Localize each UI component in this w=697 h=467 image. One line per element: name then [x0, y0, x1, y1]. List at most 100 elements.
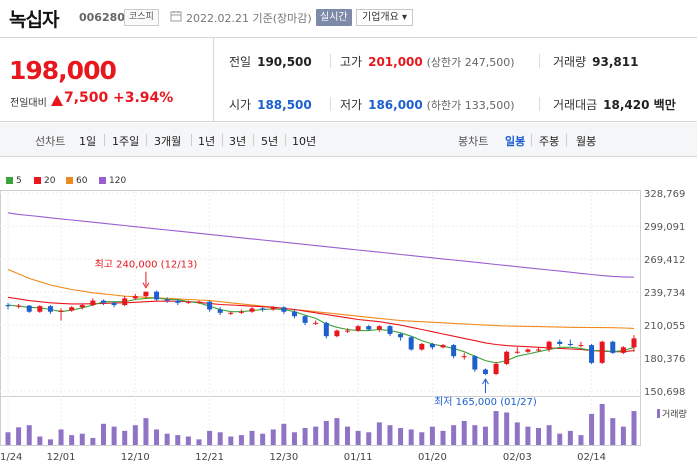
low-annotation: 최저 165,000 (01/27) [434, 396, 537, 408]
divider [285, 134, 286, 146]
candle [482, 369, 488, 374]
candle [26, 305, 32, 312]
legend-ma5: 5 [6, 176, 22, 186]
current-price: 198,000 [9, 56, 117, 85]
volume-bar [90, 437, 96, 445]
tab-daily[interactable]: 일봉 [505, 135, 526, 148]
volume-bar [355, 430, 361, 445]
volume-bar [26, 425, 32, 445]
tab-1day[interactable]: 1일 [79, 135, 97, 148]
volume-value: 93,811 [592, 55, 639, 69]
candle [302, 316, 308, 323]
x-tick-label: 12/30 [269, 452, 298, 463]
volume-bar [302, 428, 308, 445]
low-arrow-head [482, 378, 489, 385]
stock-header: 녹십자 006280 코스피 2022.02.21 기준(장마감) 실시간 기업… [0, 0, 697, 36]
candle [100, 300, 106, 303]
candle [429, 343, 435, 348]
divider [222, 134, 223, 146]
candle [207, 301, 213, 310]
volume: 거래량 93,811 [553, 53, 638, 70]
high-label: 고가 [340, 55, 363, 69]
volume-bar [366, 432, 372, 445]
x-tick-label: 11/24 [0, 452, 22, 463]
stock-name[interactable]: 녹십자 [9, 9, 59, 31]
x-tick-label: 01/20 [418, 452, 447, 463]
tab-5year[interactable]: 5년 [261, 135, 279, 148]
volume-bar [398, 428, 404, 445]
y-tick-label: 269,412 [644, 255, 685, 266]
divider [213, 38, 214, 122]
chart-frame [0, 190, 641, 446]
tab-10year[interactable]: 10년 [292, 135, 317, 148]
high-price: 고가 201,000 (상한가 247,500) [340, 53, 515, 70]
divider [330, 97, 331, 111]
candle [37, 306, 43, 312]
low-value: 186,000 [368, 98, 423, 112]
volume-bar [578, 435, 584, 445]
candle [281, 307, 287, 312]
volume-bar [323, 420, 329, 445]
volume-bar [207, 430, 213, 445]
candle [196, 301, 202, 303]
open-value: 188,500 [257, 98, 312, 112]
tab-3month[interactable]: 3개월 [154, 135, 182, 148]
legend-ma120-label: 120 [109, 176, 127, 186]
candle [291, 311, 297, 317]
volume-bar [37, 436, 43, 445]
volume-bar [313, 426, 319, 445]
candle [345, 330, 351, 332]
candle [185, 301, 191, 303]
upper-limit: (상한가 247,500) [426, 56, 515, 69]
ma5-line [7, 297, 635, 364]
volume-bar [143, 418, 149, 445]
candle [398, 333, 404, 338]
tab-weekly[interactable]: 주봉 [539, 135, 560, 148]
open-price: 시가 188,500 [229, 96, 312, 113]
candle [5, 305, 11, 307]
divider [539, 54, 540, 68]
candle [111, 302, 117, 306]
realtime-button[interactable]: 실시간 [316, 9, 352, 26]
tab-monthly[interactable]: 월봉 [576, 135, 597, 148]
candle [419, 343, 425, 350]
volume-bar [589, 413, 595, 445]
candle [461, 356, 467, 358]
y-tick-label: 299,091 [644, 222, 685, 233]
candle [355, 326, 361, 331]
candle [408, 337, 414, 350]
candle [578, 345, 584, 347]
x-tick-label: 02/03 [503, 452, 532, 463]
company-overview-button[interactable]: 기업개요 ▾ [356, 9, 413, 26]
candle [270, 307, 276, 310]
tab-1week[interactable]: 1주일 [112, 135, 140, 148]
stock-code: 006280 [79, 11, 125, 24]
volume-bar [429, 426, 435, 445]
candle [451, 345, 457, 357]
volume-bar [228, 436, 234, 445]
y-tick-label: 180,376 [644, 354, 685, 365]
tab-1year[interactable]: 1년 [198, 135, 216, 148]
candle [175, 300, 181, 303]
candle [610, 341, 616, 353]
tab-3year[interactable]: 3년 [229, 135, 247, 148]
volume-bar [610, 418, 616, 445]
volume-bar [620, 426, 626, 445]
candle [440, 345, 446, 348]
volume-bar [132, 425, 138, 445]
volume-bar [175, 435, 181, 445]
candle [313, 322, 319, 324]
volume-bar [345, 426, 351, 445]
amount-value: 18,420 백만 [603, 98, 676, 112]
candle [536, 349, 542, 351]
candle [376, 326, 382, 330]
volume-bar [546, 425, 552, 445]
divider [104, 134, 105, 146]
y-tick-label: 239,734 [644, 288, 685, 299]
volume-bar [185, 436, 191, 445]
y-tick-label: 150,698 [644, 387, 685, 398]
volume-bar [58, 429, 64, 445]
volume-bar [217, 432, 223, 445]
up-arrow-icon [51, 95, 63, 106]
